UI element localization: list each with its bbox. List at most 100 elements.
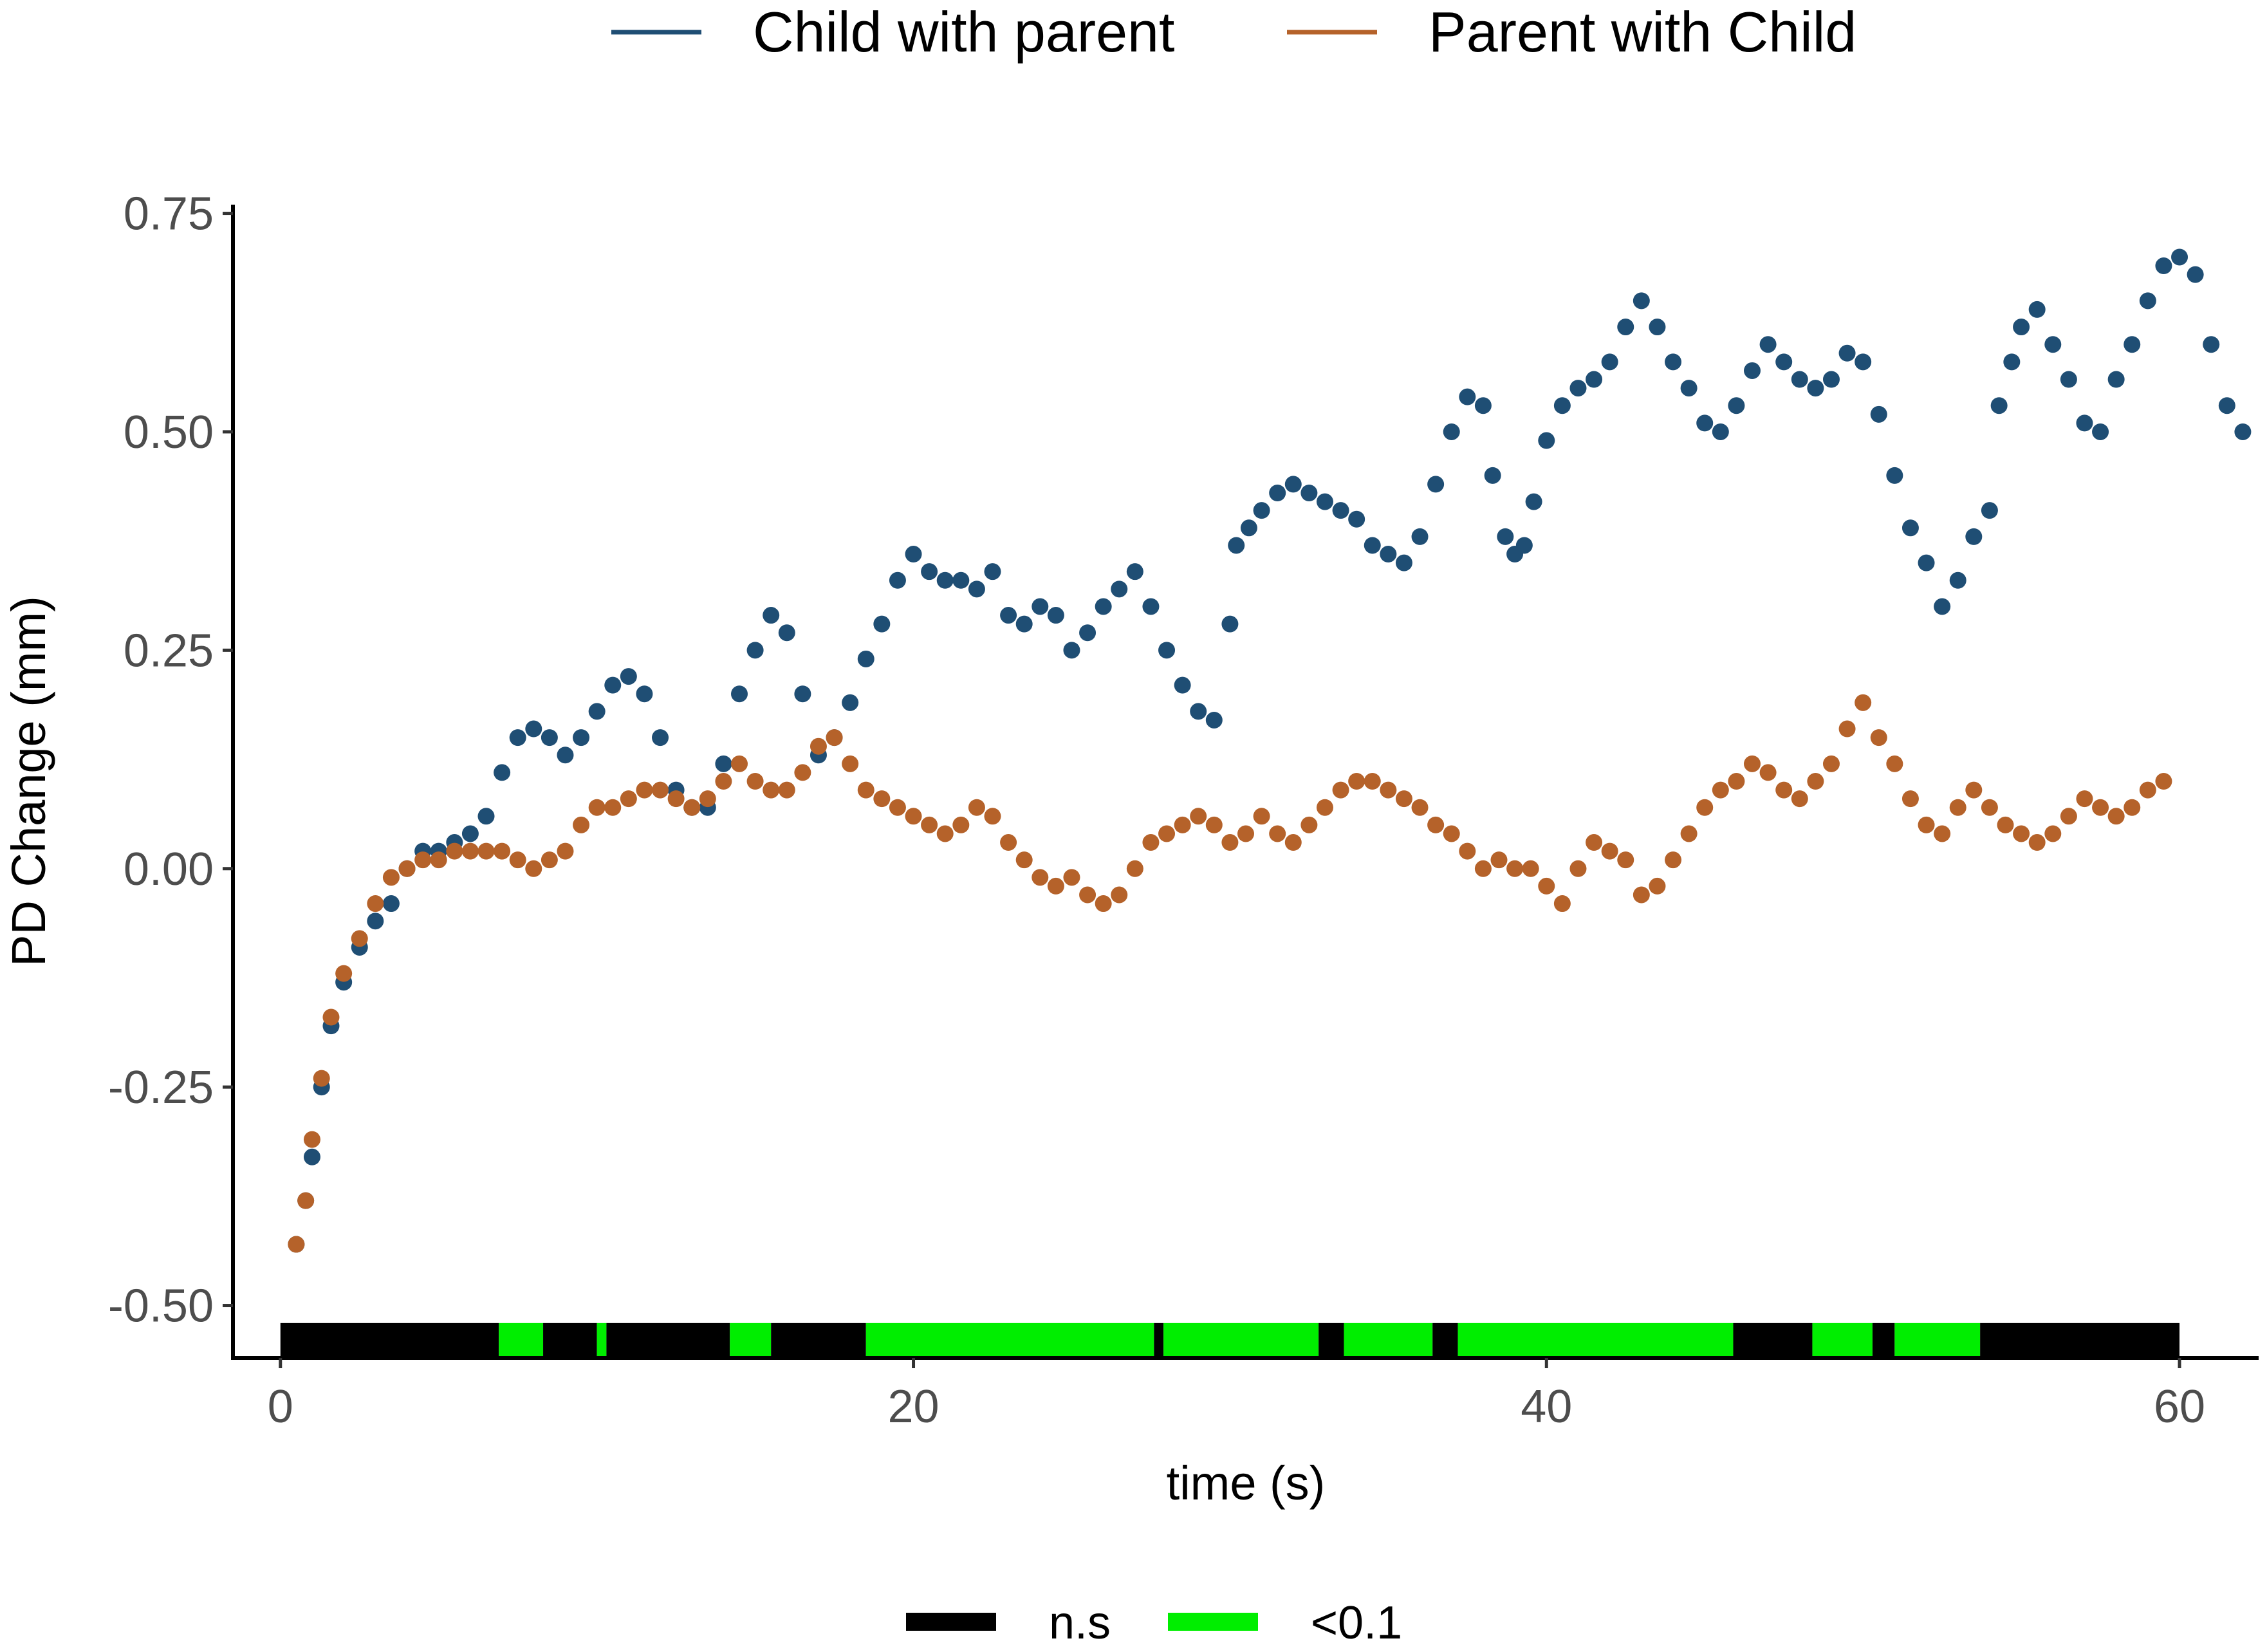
data-point: [1759, 336, 1777, 353]
data-point: [1411, 799, 1429, 816]
data-point: [1918, 816, 1935, 833]
data-point: [1934, 825, 1951, 842]
data-point: [1253, 502, 1270, 519]
significance-bar: [280, 1323, 2180, 1358]
data-point: [2124, 799, 2141, 816]
data-point: [936, 571, 954, 589]
data-point: [1348, 773, 1365, 790]
data-point: [1601, 842, 1618, 860]
data-point: [1459, 388, 1476, 405]
data-point: [1221, 615, 1239, 633]
data-point: [1142, 834, 1160, 851]
legend-item-p01: <0.1: [1168, 1597, 1402, 1649]
data-point: [794, 685, 811, 703]
data-point: [1949, 571, 1966, 589]
data-point: [1240, 519, 1257, 537]
data-point: [952, 571, 970, 589]
data-point: [1253, 808, 1270, 825]
data-point: [842, 755, 859, 772]
data-point: [303, 1131, 320, 1148]
significance-segment: [499, 1323, 544, 1358]
data-point: [2203, 336, 2220, 353]
data-point: [683, 799, 701, 816]
significance-segment: [1319, 1323, 1344, 1358]
data-point: [1838, 720, 1856, 738]
data-point: [1586, 834, 1603, 851]
data-point: [1791, 371, 1808, 388]
legend-label: Parent with Child: [1429, 0, 1856, 64]
data-point: [1515, 537, 1533, 554]
data-point: [936, 825, 954, 842]
data-point: [541, 729, 558, 747]
legend-item-ns: n.s: [906, 1597, 1111, 1649]
data-point: [667, 790, 685, 808]
significance-segment: [597, 1323, 607, 1358]
data-point: [1158, 642, 1176, 659]
data-point: [1190, 808, 1207, 825]
data-point: [351, 930, 368, 947]
data-point: [1380, 546, 1397, 563]
data-point: [905, 546, 922, 563]
legend-label: <0.1: [1311, 1597, 1402, 1649]
data-point: [1158, 825, 1176, 842]
data-point: [1553, 895, 1571, 913]
data-point: [1665, 353, 1682, 371]
data-point: [2060, 808, 2077, 825]
data-point: [2076, 790, 2093, 808]
data-point: [1918, 554, 1935, 571]
data-point: [1000, 834, 1017, 851]
data-point: [921, 563, 938, 580]
x-tick-label: 60: [2154, 1381, 2205, 1433]
data-point: [1712, 423, 1729, 440]
y-tick-label: 0.50: [124, 407, 214, 458]
data-point: [2013, 825, 2030, 842]
data-point: [2092, 423, 2109, 440]
data-point: [636, 685, 653, 703]
data-point: [984, 563, 1001, 580]
data-point: [2107, 808, 2125, 825]
data-point: [1775, 781, 1793, 799]
data-point: [1300, 485, 1318, 501]
data-point: [1332, 502, 1349, 519]
data-point: [1934, 598, 1951, 615]
data-point: [1775, 353, 1793, 371]
data-point: [1228, 537, 1245, 554]
data-point: [461, 842, 479, 860]
data-point: [1443, 825, 1460, 842]
data-point: [1364, 773, 1381, 790]
y-tick-label: 0.25: [124, 625, 214, 676]
legend-label: n.s: [1049, 1597, 1111, 1649]
significance-segment: [1980, 1323, 2180, 1358]
data-point: [857, 781, 874, 799]
data-point: [477, 842, 495, 860]
data-point: [1015, 615, 1033, 633]
data-point: [1047, 607, 1064, 624]
significance-segment: [1432, 1323, 1458, 1358]
data-point: [1490, 851, 1508, 869]
significance-segment: [1457, 1323, 1734, 1358]
data-point: [2155, 257, 2172, 275]
data-point: [2028, 301, 2046, 318]
y-tick-label: 0.75: [124, 189, 214, 240]
significance-segment: [771, 1323, 866, 1358]
data-point: [652, 781, 669, 799]
legend-item-child-with-parent: Child with parent: [611, 0, 1174, 64]
data-point: [1205, 711, 1223, 729]
data-point: [1997, 816, 2014, 833]
data-point: [604, 676, 622, 694]
data-point: [2003, 353, 2021, 371]
legend-swatch: [1168, 1613, 1258, 1631]
data-point: [1586, 371, 1603, 388]
legend-swatch: [906, 1613, 996, 1631]
data-point: [1759, 764, 1777, 781]
data-point: [1522, 860, 1539, 877]
data-point: [414, 851, 432, 869]
data-point: [1063, 642, 1080, 659]
data-point: [1744, 362, 1761, 379]
data-point: [1870, 405, 1887, 423]
data-point: [620, 790, 637, 808]
data-point: [1427, 816, 1445, 833]
data-point: [1822, 755, 1840, 772]
data-point: [588, 799, 606, 816]
